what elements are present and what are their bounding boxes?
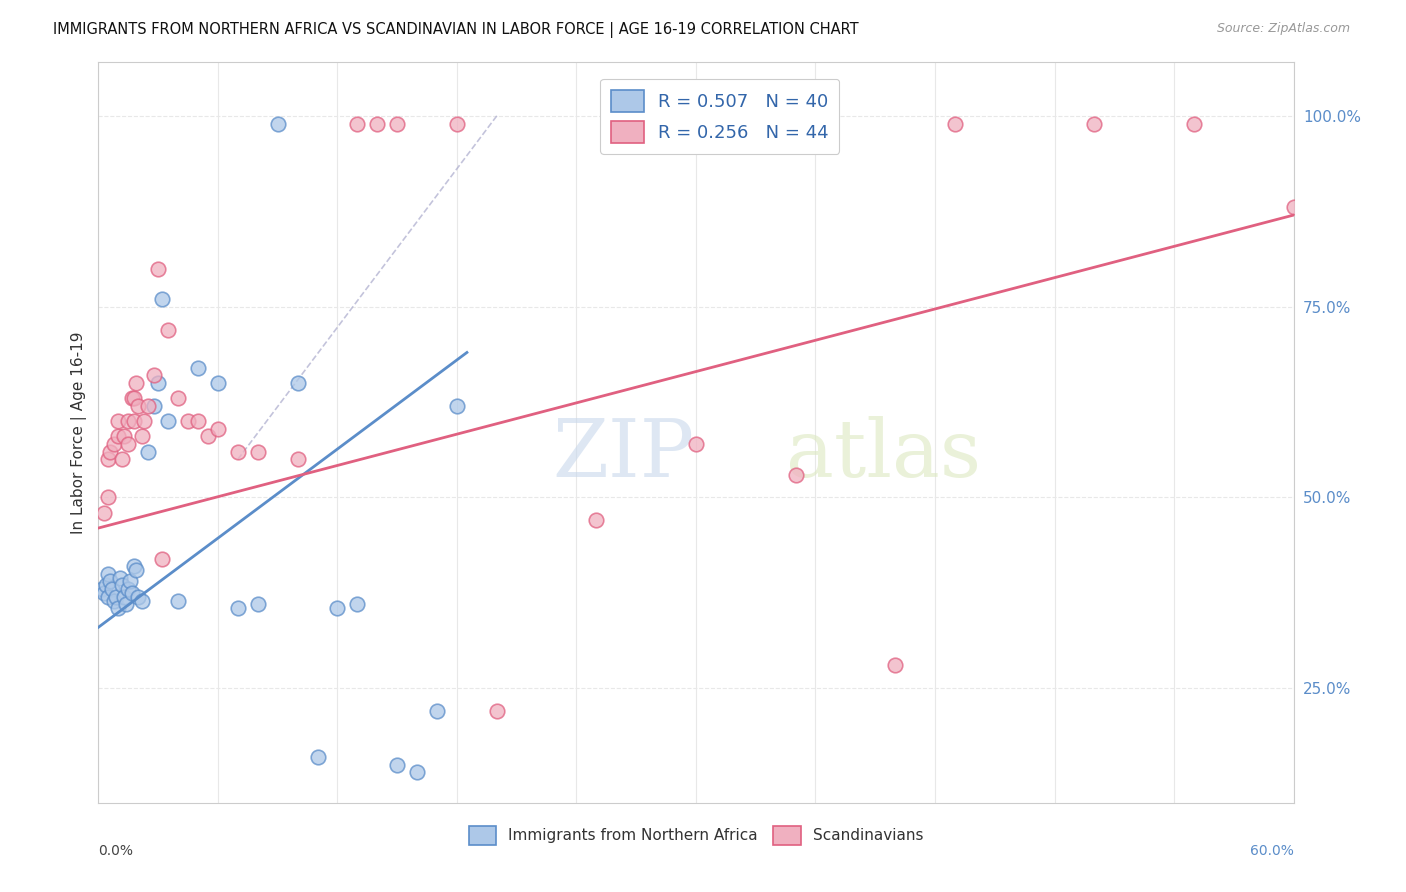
Point: [585, 513, 607, 527]
Point: [120, 574, 142, 589]
Point: [943, 116, 966, 130]
Point: [121, 586, 143, 600]
Point: [136, 399, 159, 413]
Point: [117, 582, 139, 596]
Point: [326, 601, 349, 615]
Point: [226, 601, 249, 615]
Point: [125, 376, 148, 390]
Point: [131, 429, 153, 443]
Text: Source: ZipAtlas.com: Source: ZipAtlas.com: [1216, 22, 1350, 36]
Point: [207, 376, 229, 390]
Point: [150, 292, 173, 306]
Point: [117, 414, 139, 428]
Point: [366, 116, 388, 130]
Point: [107, 601, 129, 615]
Point: [346, 116, 368, 130]
Point: [91, 582, 114, 596]
Point: [117, 437, 139, 451]
Point: [115, 598, 138, 612]
Point: [143, 399, 166, 413]
Point: [97, 491, 120, 505]
Point: [131, 593, 153, 607]
Point: [446, 399, 468, 413]
Point: [884, 658, 907, 673]
Point: [785, 467, 807, 482]
Point: [127, 399, 149, 413]
Point: [226, 444, 249, 458]
Point: [112, 590, 135, 604]
Point: [148, 261, 170, 276]
Point: [167, 391, 190, 405]
Point: [124, 559, 146, 574]
Point: [385, 116, 409, 130]
Point: [685, 437, 707, 451]
Point: [111, 452, 134, 467]
Point: [110, 571, 132, 585]
Point: [93, 586, 115, 600]
Point: [103, 437, 125, 451]
Point: [98, 444, 122, 458]
Y-axis label: In Labor Force | Age 16-19: In Labor Force | Age 16-19: [72, 331, 87, 534]
Point: [134, 414, 156, 428]
Point: [103, 593, 125, 607]
Point: [107, 414, 129, 428]
Point: [197, 429, 219, 443]
Point: [157, 414, 180, 428]
Text: atlas: atlas: [786, 416, 981, 494]
Point: [187, 360, 209, 375]
Point: [101, 582, 124, 596]
Point: [157, 322, 180, 336]
Point: [385, 757, 409, 772]
Point: [125, 563, 148, 577]
Point: [346, 598, 368, 612]
Point: [112, 429, 135, 443]
Point: [148, 376, 170, 390]
Text: 60.0%: 60.0%: [1250, 844, 1294, 857]
Point: [97, 566, 120, 581]
Point: [485, 704, 508, 718]
Point: [98, 574, 122, 589]
Point: [246, 444, 269, 458]
Point: [111, 578, 134, 592]
Legend: Immigrants from Northern Africa, Scandinavians: Immigrants from Northern Africa, Scandin…: [463, 820, 929, 851]
Text: IMMIGRANTS FROM NORTHERN AFRICA VS SCANDINAVIAN IN LABOR FORCE | AGE 16-19 CORRE: IMMIGRANTS FROM NORTHERN AFRICA VS SCAND…: [53, 22, 859, 38]
Point: [124, 414, 146, 428]
Point: [107, 429, 129, 443]
Point: [124, 391, 146, 405]
Point: [121, 391, 143, 405]
Point: [97, 590, 120, 604]
Point: [187, 414, 209, 428]
Point: [150, 551, 173, 566]
Point: [97, 452, 120, 467]
Point: [287, 452, 309, 467]
Point: [246, 598, 269, 612]
Point: [93, 506, 115, 520]
Text: 0.0%: 0.0%: [98, 844, 134, 857]
Text: ZIP: ZIP: [553, 416, 695, 494]
Point: [287, 376, 309, 390]
Point: [1182, 116, 1205, 130]
Point: [406, 765, 429, 780]
Point: [177, 414, 200, 428]
Point: [143, 368, 166, 383]
Point: [1083, 116, 1105, 130]
Point: [127, 590, 149, 604]
Point: [446, 116, 468, 130]
Point: [1282, 201, 1305, 215]
Point: [307, 750, 329, 764]
Point: [96, 578, 118, 592]
Point: [426, 704, 449, 718]
Point: [167, 593, 190, 607]
Point: [207, 422, 229, 436]
Point: [267, 116, 290, 130]
Point: [136, 444, 159, 458]
Point: [105, 590, 128, 604]
